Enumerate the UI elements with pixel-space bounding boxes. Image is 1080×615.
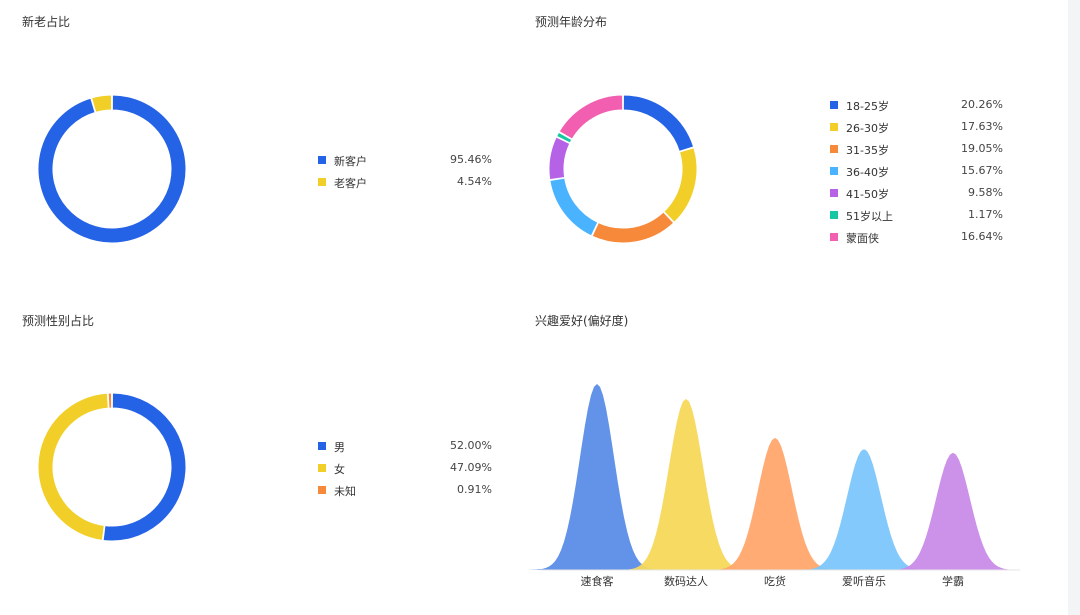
legend-label: 未知 xyxy=(334,485,356,498)
x-tick-label: 爱听音乐 xyxy=(842,574,886,588)
legend-item-3[interactable]: 36-40岁 15.67% xyxy=(830,164,1003,179)
legend-swatch xyxy=(830,101,838,109)
donut-slice-1[interactable] xyxy=(37,392,109,541)
donut-slice-6[interactable] xyxy=(558,94,624,140)
legend-value: 47.09% xyxy=(450,461,492,474)
legend-swatch xyxy=(830,233,838,241)
legend-item-1[interactable]: 26-30岁 17.63% xyxy=(830,120,1003,135)
legend-item-2[interactable]: 未知 0.91% xyxy=(318,483,492,498)
legend-label: 男 xyxy=(334,441,345,454)
legend-new-old: 新客户 95.46% 老客户 4.54% xyxy=(318,153,492,193)
legend-value: 0.91% xyxy=(457,483,492,496)
legend-label: 36-40岁 xyxy=(846,166,889,179)
legend-swatch xyxy=(830,167,838,175)
legend-value: 16.64% xyxy=(961,230,1003,243)
donut-slice-0[interactable] xyxy=(37,94,187,244)
donut-slice-1[interactable] xyxy=(90,94,113,113)
donut-chart-gender xyxy=(37,392,187,542)
chart-title-gender: 预测性别占比 xyxy=(22,314,95,328)
x-tick-label: 速食客 xyxy=(581,574,614,588)
legend-item-0[interactable]: 18-25岁 20.26% xyxy=(830,98,1003,113)
donut-slice-0[interactable] xyxy=(622,94,695,152)
donut-slice-4[interactable] xyxy=(548,136,571,181)
legend-item-1[interactable]: 老客户 4.54% xyxy=(318,175,492,190)
donut-slice-1[interactable] xyxy=(663,147,698,223)
legend-label: 41-50岁 xyxy=(846,188,889,201)
donut-chart-new-old xyxy=(37,94,187,244)
x-tick-label: 数码达人 xyxy=(664,575,708,588)
chart-title-new-old: 新老占比 xyxy=(22,15,71,29)
peak-4[interactable] xyxy=(863,452,1043,570)
x-tick-label: 学霸 xyxy=(942,574,964,588)
legend-swatch xyxy=(318,178,326,186)
legend-swatch xyxy=(318,486,326,494)
donut-chart-age xyxy=(548,94,698,244)
legend-label: 新客户 xyxy=(334,155,367,168)
legend-swatch xyxy=(318,442,326,450)
legend-value: 95.46% xyxy=(450,153,492,166)
legend-value: 4.54% xyxy=(457,175,492,188)
donut-slice-0[interactable] xyxy=(102,392,187,542)
legend-item-6[interactable]: 蒙面侠 16.64% xyxy=(830,230,1003,245)
legend-age: 18-25岁 20.26% 26-30岁 17.63% 31-35岁 19.05% 36-4… xyxy=(830,98,1003,248)
legend-swatch xyxy=(830,123,838,131)
donut-slice-5[interactable] xyxy=(555,131,573,144)
legend-value: 17.63% xyxy=(961,120,1003,133)
legend-value: 20.26% xyxy=(961,98,1003,111)
donut-slice-3[interactable] xyxy=(549,177,599,237)
donut-slice-2[interactable] xyxy=(107,392,113,409)
legend-label: 31-35岁 xyxy=(846,144,889,157)
peak-2[interactable] xyxy=(685,437,865,570)
x-tick-label: 吃货 xyxy=(764,574,786,588)
donut-slice-2[interactable] xyxy=(591,211,675,244)
legend-item-5[interactable]: 51岁以上 1.17% xyxy=(830,208,1003,223)
legend-label: 老客户 xyxy=(334,177,367,190)
legend-value: 15.67% xyxy=(961,164,1003,177)
legend-label: 女 xyxy=(334,463,345,476)
peak-1[interactable] xyxy=(596,398,776,570)
legend-item-0[interactable]: 男 52.00% xyxy=(318,439,492,454)
peak-0[interactable] xyxy=(507,384,687,570)
legend-item-2[interactable]: 31-35岁 19.05% xyxy=(830,142,1003,157)
legend-value: 9.58% xyxy=(968,186,1003,199)
legend-swatch xyxy=(318,156,326,164)
legend-value: 52.00% xyxy=(450,439,492,452)
legend-swatch xyxy=(830,189,838,197)
legend-swatch xyxy=(830,211,838,219)
legend-label: 51岁以上 xyxy=(846,210,893,223)
chart-title-age: 预测年龄分布 xyxy=(535,15,608,29)
legend-item-4[interactable]: 41-50岁 9.58% xyxy=(830,186,1003,201)
legend-label: 18-25岁 xyxy=(846,100,889,113)
legend-item-1[interactable]: 女 47.09% xyxy=(318,461,492,476)
legend-value: 1.17% xyxy=(968,208,1003,221)
legend-swatch xyxy=(830,145,838,153)
peak-3[interactable] xyxy=(774,449,954,570)
legend-value: 19.05% xyxy=(961,142,1003,155)
peak-area-chart-interest: 速食客 数码达人 吃货 爱听音乐 学霸 xyxy=(507,384,1043,588)
legend-gender: 男 52.00% 女 47.09% 未知 0.91% xyxy=(318,439,492,499)
legend-item-0[interactable]: 新客户 95.46% xyxy=(318,153,492,168)
legend-label: 蒙面侠 xyxy=(846,232,879,245)
legend-label: 26-30岁 xyxy=(846,122,889,135)
chart-title-interest: 兴趣爱好(偏好度) xyxy=(535,314,629,328)
legend-swatch xyxy=(318,464,326,472)
